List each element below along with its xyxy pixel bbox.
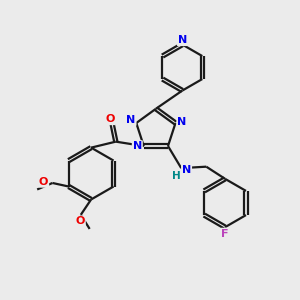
- Text: O: O: [39, 177, 48, 187]
- Text: N: N: [182, 165, 191, 175]
- Text: N: N: [178, 35, 187, 45]
- Text: O: O: [76, 216, 85, 226]
- Text: O: O: [105, 114, 115, 124]
- Text: N: N: [133, 141, 142, 151]
- Text: N: N: [126, 115, 136, 125]
- Text: H: H: [172, 171, 180, 182]
- Text: N: N: [177, 116, 187, 127]
- Text: F: F: [221, 229, 229, 238]
